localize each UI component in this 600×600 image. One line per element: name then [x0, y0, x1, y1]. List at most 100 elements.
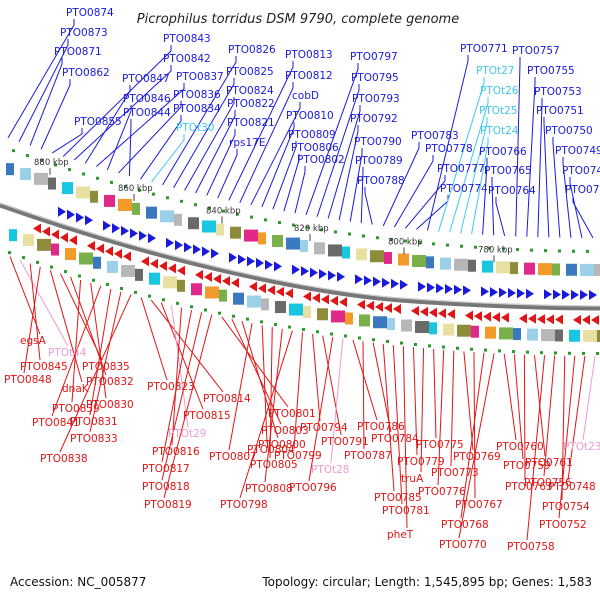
gene-label[interactable]: PTO0794: [300, 422, 348, 434]
gene-label[interactable]: PTO0813: [285, 49, 333, 61]
reverse-gene-arrow[interactable]: [123, 251, 131, 262]
forward-gene-arrow[interactable]: [139, 230, 147, 241]
gene-label[interactable]: PTO0874: [66, 7, 114, 19]
gene-label[interactable]: PTO0800: [258, 439, 306, 451]
gene-label[interactable]: PTO0837: [176, 71, 224, 83]
gene-label[interactable]: PTO0810: [286, 110, 334, 122]
forward-gene-arrow[interactable]: [58, 206, 66, 217]
forward-gene-arrow[interactable]: [562, 289, 570, 300]
gene-label[interactable]: PTO0748: [548, 481, 596, 493]
gene-label[interactable]: PTO0799: [274, 450, 322, 462]
forward-gene-arrow[interactable]: [517, 288, 525, 299]
reverse-gene-arrow[interactable]: [582, 314, 590, 325]
forward-gene-arrow[interactable]: [103, 220, 111, 231]
rna-label[interactable]: PTOt27: [476, 65, 515, 77]
reverse-gene-arrow[interactable]: [519, 313, 527, 324]
gene-label[interactable]: PTO0773: [431, 467, 479, 479]
rna-label[interactable]: PTOt24: [480, 125, 519, 137]
reverse-gene-arrow[interactable]: [357, 299, 365, 310]
reverse-gene-arrow[interactable]: [528, 313, 536, 324]
gene-label[interactable]: egsA: [20, 335, 47, 347]
reverse-gene-arrow[interactable]: [321, 294, 329, 305]
gene-label[interactable]: PTO0775: [416, 439, 464, 451]
gene-label[interactable]: PTO0825: [226, 66, 274, 78]
gene-label[interactable]: PTO0804: [247, 444, 295, 456]
reverse-gene-arrow[interactable]: [546, 314, 554, 325]
gene-label[interactable]: PTO0823: [147, 381, 195, 393]
forward-gene-arrow[interactable]: [193, 244, 201, 255]
reverse-gene-arrow[interactable]: [429, 307, 437, 318]
forward-gene-arrow[interactable]: [580, 289, 588, 300]
reverse-gene-arrow[interactable]: [591, 314, 599, 325]
reverse-gene-arrow[interactable]: [384, 302, 392, 313]
gene-label[interactable]: PTO0746: [565, 184, 600, 196]
reverse-gene-arrow[interactable]: [141, 256, 149, 267]
forward-gene-arrow[interactable]: [526, 288, 534, 299]
gene-label[interactable]: PTO0776: [418, 486, 466, 498]
gene-label[interactable]: PTO0806: [291, 142, 339, 154]
forward-gene-arrow[interactable]: [229, 252, 237, 263]
gene-label[interactable]: PTO0792: [350, 113, 398, 125]
gene-label[interactable]: PTO0768: [441, 519, 489, 531]
forward-gene-arrow[interactable]: [589, 289, 597, 300]
reverse-gene-arrow[interactable]: [339, 297, 347, 308]
forward-gene-arrow[interactable]: [373, 276, 381, 287]
reverse-gene-arrow[interactable]: [204, 271, 212, 282]
gene-label[interactable]: PTO0848: [4, 374, 52, 386]
reverse-gene-arrow[interactable]: [438, 308, 446, 319]
reverse-gene-arrow[interactable]: [366, 300, 374, 311]
forward-gene-arrow[interactable]: [481, 286, 489, 297]
gene-label[interactable]: PTO0787: [344, 450, 392, 462]
reverse-gene-arrow[interactable]: [222, 275, 230, 286]
rna-label[interactable]: PTOt26: [480, 85, 519, 97]
forward-gene-arrow[interactable]: [445, 283, 453, 294]
gene-label[interactable]: PTO0781: [382, 505, 430, 517]
gene-label[interactable]: PTO0789: [355, 155, 403, 167]
gene-label[interactable]: PTO0821: [227, 117, 275, 129]
gene-label[interactable]: PTO0757: [512, 45, 560, 57]
rna-label[interactable]: PTOt30: [176, 122, 215, 134]
gene-label[interactable]: cobD: [292, 90, 319, 102]
gene-label[interactable]: PTO0812: [285, 70, 333, 82]
forward-gene-arrow[interactable]: [310, 267, 318, 278]
forward-gene-arrow[interactable]: [202, 246, 210, 257]
forward-gene-arrow[interactable]: [265, 259, 273, 270]
forward-gene-arrow[interactable]: [256, 257, 264, 268]
gene-label[interactable]: PTO0750: [545, 125, 593, 137]
gene-label[interactable]: PTO0815: [183, 410, 231, 422]
gene-label[interactable]: PTO0808: [245, 483, 293, 495]
gene-label[interactable]: PTO0842: [163, 53, 211, 65]
gene-label[interactable]: truA: [401, 473, 424, 485]
forward-gene-arrow[interactable]: [391, 278, 399, 289]
reverse-gene-arrow[interactable]: [276, 286, 284, 297]
forward-gene-arrow[interactable]: [166, 237, 174, 248]
forward-gene-arrow[interactable]: [436, 283, 444, 294]
forward-gene-arrow[interactable]: [499, 287, 507, 298]
gene-label[interactable]: PTO0833: [70, 433, 118, 445]
gene-label[interactable]: PTO0855: [74, 116, 122, 128]
gene-label[interactable]: PTO0802: [297, 154, 345, 166]
forward-gene-arrow[interactable]: [328, 270, 336, 281]
gene-label[interactable]: PTO0841: [32, 417, 80, 429]
reverse-gene-arrow[interactable]: [168, 263, 176, 274]
reverse-gene-arrow[interactable]: [42, 226, 50, 237]
forward-gene-arrow[interactable]: [544, 289, 552, 300]
gene-label[interactable]: PTO0755: [527, 65, 575, 77]
gene-label[interactable]: rps17E: [229, 137, 265, 149]
reverse-gene-arrow[interactable]: [150, 258, 158, 269]
reverse-gene-arrow[interactable]: [573, 314, 581, 325]
gene-label[interactable]: PTO0760: [496, 441, 544, 453]
forward-gene-arrow[interactable]: [148, 233, 156, 244]
reverse-gene-arrow[interactable]: [393, 303, 401, 314]
gene-label[interactable]: pheT: [387, 529, 414, 541]
gene-label[interactable]: PTO0809: [288, 129, 336, 141]
forward-gene-arrow[interactable]: [355, 274, 363, 285]
forward-gene-arrow[interactable]: [553, 289, 561, 300]
gene-label[interactable]: PTO0777: [437, 163, 485, 175]
reverse-gene-arrow[interactable]: [231, 277, 239, 288]
forward-gene-arrow[interactable]: [130, 228, 138, 239]
forward-gene-arrow[interactable]: [292, 264, 300, 275]
gene-label[interactable]: PTO0838: [40, 453, 88, 465]
gene-label[interactable]: PTO0836: [173, 89, 221, 101]
gene-label[interactable]: PTO0765: [484, 165, 532, 177]
